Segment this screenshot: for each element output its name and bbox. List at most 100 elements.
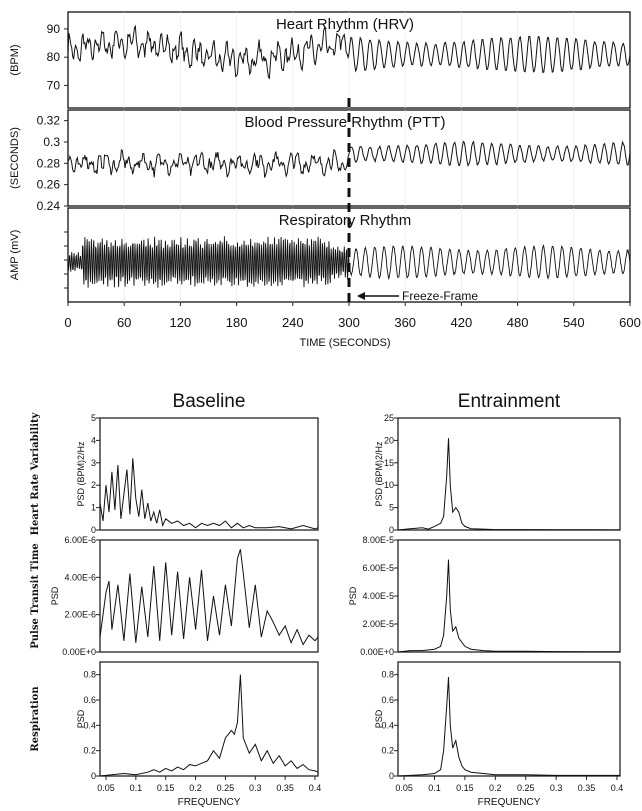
x-tick-label: 0.3 <box>249 783 262 793</box>
x-tick-label: 0.4 <box>309 783 322 793</box>
y-axis-label: PSD <box>374 709 384 728</box>
y-tick-label: 3 <box>91 458 96 468</box>
hrv-series-line <box>67 24 631 80</box>
time-chart-1: Heart Rhythm (HRV) (BPM) <box>9 11 631 109</box>
y-tick-label: 0 <box>389 771 394 781</box>
x-tick-label: 0.35 <box>578 783 596 793</box>
x-tick-label: 0.2 <box>189 783 202 793</box>
y-tick-label: 0.24 <box>37 199 61 213</box>
x-tick-label: 360 <box>394 315 416 330</box>
spectrum-line <box>99 674 319 777</box>
spectrum-line <box>99 549 319 646</box>
x-tick-label: 240 <box>282 315 304 330</box>
x-tick-label: 180 <box>226 315 248 330</box>
arrow-head-icon <box>357 292 365 300</box>
y-tick-label: 0.00E+0 <box>360 647 394 657</box>
y-tick-label: 70 <box>47 78 61 92</box>
x-tick-label: 0.05 <box>395 783 413 793</box>
x-tick-label: 0.25 <box>517 783 535 793</box>
y-tick-label: 20 <box>384 435 394 445</box>
spectrum-line <box>99 458 319 530</box>
x-tick-label: 0 <box>64 315 71 330</box>
plot-frame <box>99 417 319 531</box>
spectrum-line <box>397 559 620 653</box>
y-tick-label: 0 <box>389 525 394 535</box>
y-tick-label: 0.8 <box>83 670 96 680</box>
y-tick-label: 2 <box>91 480 96 490</box>
y-axis-label: PSD <box>50 586 60 605</box>
y-tick-label: 1 <box>91 503 96 513</box>
y-axis-label: PSD (BPM)2/Hz <box>374 441 384 507</box>
spectral-panels: Baseline Entrainment Heart Rate Variabilit… <box>30 391 623 808</box>
y-tick-label: 0.3 <box>43 135 60 149</box>
plot-frame <box>99 539 319 653</box>
spectrum-line <box>397 438 620 531</box>
y-tick-label: 0.2 <box>381 746 394 756</box>
x-tick-label: 420 <box>451 315 473 330</box>
x-tick-label: 0.4 <box>611 783 624 793</box>
y-tick-label: 0 <box>91 525 96 535</box>
chart-title: Heart Rhythm (HRV) <box>276 16 414 33</box>
entrainment-title: Entrainment <box>458 391 561 412</box>
y-tick-label: 0.28 <box>37 156 61 170</box>
y-tick-label: 4.00E-5 <box>362 591 394 601</box>
y-tick-label: 0 <box>91 771 96 781</box>
time-series-charts: Heart Rhythm (HRV) (BPM) Blood Pressure Rh… <box>9 11 641 349</box>
y-tick-label: 4 <box>91 435 96 445</box>
plot-frame <box>99 661 319 777</box>
x-tick-label: 0.15 <box>456 783 474 793</box>
x-axis-label: FREQUENCY <box>478 797 541 808</box>
y-tick-label: 90 <box>47 22 61 36</box>
x-tick-label: 600 <box>619 315 641 330</box>
y-tick-label: 0.8 <box>381 670 394 680</box>
spectrum-panel-entrainment-1: 25 20 15 10 5 0 PSD (BPM)2/Hz <box>374 413 621 535</box>
y-tick-label: 5 <box>91 413 96 423</box>
y-tick-label: 0.32 <box>37 114 61 128</box>
y-tick-label: 0.2 <box>83 746 96 756</box>
respiration-series-line <box>67 236 631 288</box>
row-label: Pulse Transit Time <box>30 543 41 649</box>
x-tick-label: 0.1 <box>428 783 441 793</box>
y-tick-label: 2.00E-6 <box>64 610 96 620</box>
x-tick-label: 60 <box>117 315 131 330</box>
y-axis-label: PSD (BPM)2/Hz <box>76 441 86 507</box>
y-tick-label: 6.00E-6 <box>64 535 96 545</box>
x-tick-label: 0.25 <box>217 783 235 793</box>
baseline-title: Baseline <box>173 391 246 412</box>
ptt-series-line <box>67 140 631 178</box>
y-tick-label: 15 <box>384 458 394 468</box>
x-tick-label: 300 <box>338 315 360 330</box>
x-axis-label: FREQUENCY <box>178 797 241 808</box>
y-tick-label: 0.00E+0 <box>62 647 96 657</box>
spectrum-panel-entrainment-2: 8.00E-5 6.00E-5 4.00E-5 2.00E-5 0.00E+0 PSD <box>348 535 621 657</box>
y-tick-label: 5 <box>389 503 394 513</box>
x-tick-label: 120 <box>170 315 192 330</box>
chart-title: Blood Pressure Rhythm (PTT) <box>245 114 446 131</box>
spectrum-panel-baseline-3: 0.8 0.6 0.4 0.2 0 PSD 0.05 0.1 0.15 0.2 0.25 0.3 0.3… <box>76 661 322 808</box>
freeze-frame-label: Freeze-Frame <box>402 289 478 303</box>
plot-frame <box>397 539 621 653</box>
y-axis-label: AMP (mV) <box>9 230 21 281</box>
y-tick-label: 25 <box>384 413 394 423</box>
y-tick-label: 8.00E-5 <box>362 535 394 545</box>
y-axis-label: (BPM) <box>9 44 21 75</box>
y-tick-label: 0.4 <box>83 720 96 730</box>
y-tick-label: 0.26 <box>37 178 61 192</box>
spectrum-panel-baseline-2: 6.00E-6 4.00E-6 2.00E-6 0.00E+0 PSD <box>50 535 319 657</box>
spectrum-panel-entrainment-3: 0.8 0.6 0.4 0.2 0 PSD 0.05 0.1 0.15 0.2 0.25 0.3 0.3… <box>374 661 624 808</box>
y-tick-label: 80 <box>47 50 61 64</box>
x-tick-label: 0.2 <box>489 783 502 793</box>
y-tick-label: 0.4 <box>381 720 394 730</box>
x-tick-label: 0.3 <box>550 783 563 793</box>
x-tick-label: 0.1 <box>130 783 143 793</box>
x-tick-label: 540 <box>563 315 585 330</box>
row-label: Respiration <box>30 686 41 752</box>
x-tick-label: 0.15 <box>157 783 175 793</box>
x-tick-label: 0.35 <box>276 783 294 793</box>
y-tick-label: 0.6 <box>83 695 96 705</box>
y-axis-label: (SECONDS) <box>9 127 21 189</box>
y-tick-label: 6.00E-5 <box>362 563 394 573</box>
x-axis-label: TIME (SECONDS) <box>299 337 390 349</box>
plot-frame <box>397 661 621 777</box>
